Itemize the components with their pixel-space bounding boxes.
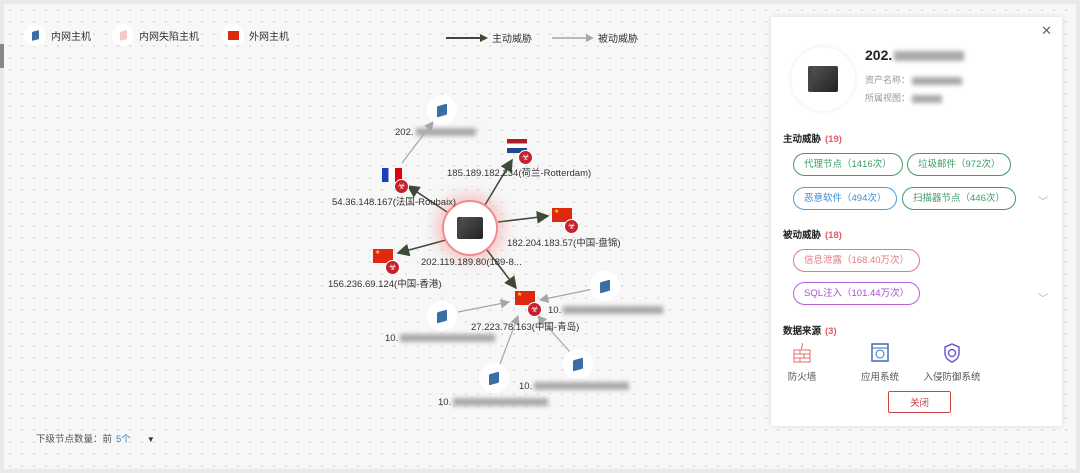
flag-france-node[interactable]: [382, 168, 402, 182]
edge-passive: [538, 288, 594, 303]
node-label: 10.: [438, 397, 549, 408]
close-icon[interactable]: ✕: [1041, 23, 1052, 38]
monitor-icon: [437, 103, 447, 117]
flag-netherlands-node[interactable]: [507, 139, 527, 153]
application-icon: [871, 343, 889, 362]
node-label: 10.: [385, 333, 496, 344]
node-detail-panel: ✕ 202. 资产名称： 所属视图： 主动威胁 (19) 代理节点（1416次） …: [771, 17, 1062, 426]
node-label: 10.: [519, 381, 630, 392]
legend-label: 内网主机: [51, 31, 91, 43]
edge-passive: [537, 315, 571, 353]
legend-label: 内网失陷主机: [139, 31, 199, 43]
edge-passive: [499, 314, 520, 365]
edge-active: [396, 239, 447, 257]
node-label: 156.236.69.124(中国-香港): [328, 279, 442, 290]
close-button[interactable]: 关闭: [888, 391, 951, 413]
node-label: 27.223.78.163(中国-青岛): [471, 322, 580, 333]
monitor-icon: [489, 371, 499, 385]
legend-active-threat: 主动威胁: [446, 30, 532, 45]
node-label: 10.: [548, 305, 664, 316]
legend-label: 被动威胁: [598, 34, 638, 45]
threat-tag[interactable]: 恶意软件（494次）: [793, 187, 898, 210]
flag-china-node[interactable]: [373, 249, 393, 263]
node-internal-host[interactable]: [563, 349, 593, 379]
threat-tag[interactable]: 扫描器节点（446次）: [902, 187, 1016, 210]
biohazard-icon: ☣: [527, 302, 542, 317]
node-internal-host[interactable]: [590, 271, 620, 301]
arrow-icon: [552, 33, 594, 42]
node-internal-host[interactable]: [427, 95, 457, 125]
server-icon: [808, 66, 838, 92]
scrollbar[interactable]: [0, 44, 4, 68]
source-intrusion-prevention: 入侵防御系统: [917, 342, 987, 383]
arrow-icon: [446, 33, 488, 42]
active-threat-heading: 主动威胁 (19): [783, 134, 842, 145]
child-node-count-selector[interactable]: 下级节点数量：前 5个 ▼: [36, 431, 155, 445]
source-firewall: 防火墙: [767, 342, 837, 383]
data-source-heading: 数据来源 (3): [783, 326, 837, 337]
avatar: [791, 47, 855, 111]
chevron-down-icon[interactable]: ﹀: [1038, 197, 1048, 208]
child-count-label: 下级节点数量：前: [36, 434, 113, 445]
source-application-system: 应用系统: [845, 342, 915, 383]
center-node-server[interactable]: [442, 200, 498, 256]
node-internal-host[interactable]: [479, 363, 509, 393]
edge-active: [486, 249, 517, 290]
shield-icon: [944, 343, 960, 363]
node-label: 185.189.182.234(荷兰-Rotterdam): [447, 168, 592, 179]
view-name: 所属视图：: [865, 91, 943, 104]
edge-active: [497, 210, 550, 224]
monitor-icon: [600, 279, 610, 293]
node-label: 202.: [395, 127, 476, 138]
node-ip: 202.: [865, 47, 965, 63]
node-label: 202.119.189.80(189-8...: [421, 257, 522, 268]
firewall-icon: [793, 342, 811, 363]
biohazard-icon: ☣: [394, 179, 409, 194]
threat-tag[interactable]: 垃圾邮件（972次）: [907, 153, 1012, 176]
flag-china-node[interactable]: [515, 291, 535, 305]
flag-china-node[interactable]: [552, 208, 572, 222]
edge-passive: [457, 298, 511, 313]
passive-threat-heading: 被动威胁 (18): [783, 230, 842, 241]
asset-name: 资产名称：: [865, 73, 963, 86]
edge-active: [406, 185, 451, 215]
threat-tag[interactable]: 信息泄露（168.40万次）: [793, 249, 921, 272]
legend-label: 外网主机: [249, 31, 289, 43]
monitor-icon: [437, 309, 447, 323]
caret-down-icon[interactable]: ▼: [146, 435, 155, 444]
node-label: 54.36.148.167(法国-Roubaix): [332, 197, 457, 208]
node-internal-host[interactable]: [427, 301, 457, 331]
legend-external-host: 外网主机: [222, 24, 289, 46]
legend-compromised-host: 内网失陷主机: [112, 24, 199, 46]
edge-active: [484, 158, 513, 206]
biohazard-icon: ☣: [518, 150, 533, 165]
legend-internal-host: 内网主机: [24, 24, 91, 46]
monitor-icon: [573, 357, 583, 371]
node-label: 182.204.183.57(中国-盘锦): [507, 238, 621, 249]
legend-label: 主动威胁: [492, 34, 532, 45]
threat-tag[interactable]: 代理节点（1416次）: [793, 153, 903, 176]
child-count-value[interactable]: 5个: [116, 434, 131, 445]
server-icon: [457, 217, 483, 239]
threat-tag[interactable]: SQL注入（101.44万次）: [793, 282, 921, 305]
flag-icon: [227, 30, 239, 40]
chevron-down-icon[interactable]: ﹀: [1038, 294, 1048, 305]
biohazard-icon: ☣: [385, 260, 400, 275]
legend-passive-threat: 被动威胁: [552, 30, 638, 45]
biohazard-icon: ☣: [564, 219, 579, 234]
